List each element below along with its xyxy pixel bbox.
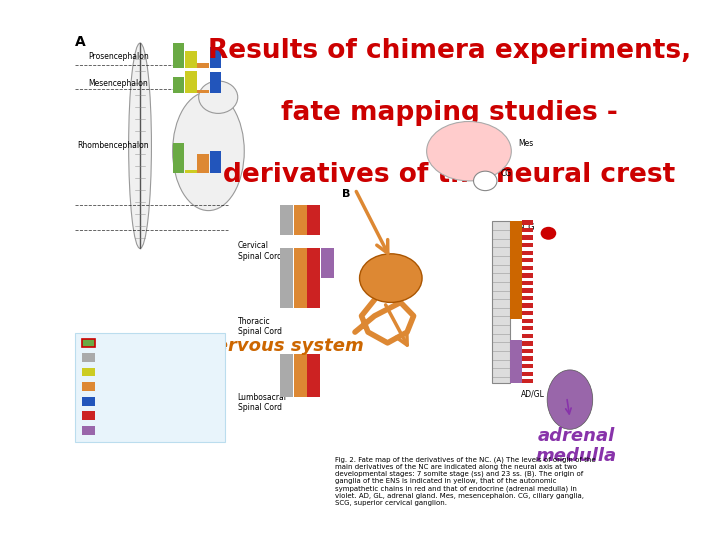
Bar (173, 43, 184, 68)
Bar (522, 296, 534, 300)
Bar (82, 411, 95, 420)
Bar (185, 51, 197, 68)
Bar (280, 205, 293, 235)
Bar (210, 47, 222, 68)
Ellipse shape (173, 92, 244, 211)
Bar (82, 397, 95, 406)
Bar (522, 273, 534, 278)
Bar (522, 258, 534, 262)
Bar (522, 379, 534, 383)
Text: Sympathetic ganglia: Sympathetic ganglia (99, 413, 173, 419)
Bar (522, 288, 534, 293)
Bar (522, 326, 534, 330)
Text: Prosencephalon: Prosencephalon (88, 52, 149, 61)
Bar (522, 364, 534, 368)
Bar (522, 349, 534, 353)
Text: Parasympathetic ganglia: Parasympathetic ganglia (99, 369, 188, 375)
Bar (197, 63, 209, 68)
Text: Lumbosacral
Spinal Cord: Lumbosacral Spinal Cord (238, 393, 287, 412)
Bar (492, 221, 510, 383)
Bar (210, 151, 222, 173)
Bar (82, 339, 95, 347)
Bar (173, 77, 184, 93)
Ellipse shape (359, 254, 422, 302)
Bar (280, 354, 293, 397)
Bar (522, 303, 534, 308)
Ellipse shape (199, 81, 238, 113)
Text: Enteric ganglia: Enteric ganglia (99, 383, 153, 390)
Bar (522, 235, 534, 240)
Text: AD/GL: AD/GL (521, 390, 545, 399)
Bar (307, 354, 320, 397)
Text: A: A (75, 35, 86, 49)
Text: B: B (342, 189, 351, 199)
FancyBboxPatch shape (75, 333, 225, 442)
Text: Mesectoderm: Mesectoderm (99, 340, 148, 346)
Bar (82, 426, 95, 435)
Text: Results of chimera experiments,: Results of chimera experiments, (208, 38, 691, 64)
Text: Mes: Mes (518, 139, 533, 148)
Text: Endocrine cells: Endocrine cells (99, 427, 153, 434)
Bar (82, 382, 95, 391)
Bar (522, 281, 534, 285)
Bar (522, 251, 534, 255)
Bar (321, 248, 334, 278)
Bar (307, 205, 320, 235)
Bar (197, 90, 209, 93)
Bar (294, 354, 307, 397)
Text: adrenal
medulla: adrenal medulla (536, 427, 617, 465)
Text: Thoracic
Spinal Cord: Thoracic Spinal Cord (238, 317, 282, 336)
Text: Mesencephalon: Mesencephalon (88, 79, 148, 88)
Bar (522, 243, 534, 247)
Bar (522, 334, 534, 338)
Bar (210, 72, 222, 93)
Text: Fig. 2. Fate map of the derivatives of the NC. (A) The levels of origin of the
m: Fig. 2. Fate map of the derivatives of t… (336, 456, 596, 506)
Bar (82, 368, 95, 376)
Bar (522, 341, 534, 346)
Bar (522, 228, 534, 232)
Circle shape (541, 227, 557, 240)
Bar (522, 356, 534, 361)
Bar (173, 143, 184, 173)
Bar (197, 154, 209, 173)
Bar (522, 311, 534, 315)
Bar (294, 248, 307, 308)
Bar (522, 266, 534, 270)
Text: Rhombencephalon: Rhombencephalon (77, 141, 148, 150)
Text: Pigment cells: Pigment cells (99, 354, 147, 361)
Text: SCG: SCG (518, 222, 536, 232)
Bar (522, 220, 534, 225)
Bar (510, 221, 522, 319)
Text: enteric nervous system: enteric nervous system (125, 336, 364, 355)
Text: Cervical
Spinal Cord: Cervical Spinal Cord (238, 241, 282, 261)
Bar (185, 71, 197, 93)
Bar (185, 170, 197, 173)
Ellipse shape (547, 370, 593, 429)
Bar (82, 353, 95, 362)
Bar (307, 248, 320, 308)
Circle shape (474, 171, 497, 191)
Bar (522, 319, 534, 323)
Text: Sensory ganglia: Sensory ganglia (99, 398, 156, 404)
Bar (510, 340, 522, 383)
Ellipse shape (427, 122, 511, 181)
Text: derivatives of the neural crest: derivatives of the neural crest (223, 162, 675, 188)
Bar (280, 248, 293, 308)
Ellipse shape (129, 43, 151, 248)
Text: CG: CG (500, 168, 511, 178)
Bar (522, 372, 534, 376)
Bar (294, 205, 307, 235)
Text: fate mapping studies -: fate mapping studies - (281, 100, 618, 126)
